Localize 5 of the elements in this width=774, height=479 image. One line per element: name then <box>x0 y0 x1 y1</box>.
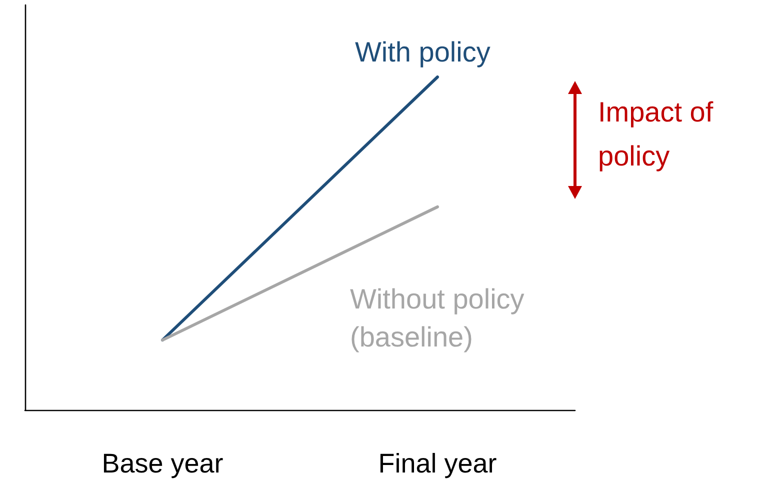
series-label: With policy <box>355 36 490 68</box>
x-tick-label: Base year <box>102 448 224 478</box>
x-tick-label: Final year <box>378 448 497 478</box>
text: Impact of policy <box>598 96 721 172</box>
series-label: Without policy (baseline) <box>350 284 532 352</box>
